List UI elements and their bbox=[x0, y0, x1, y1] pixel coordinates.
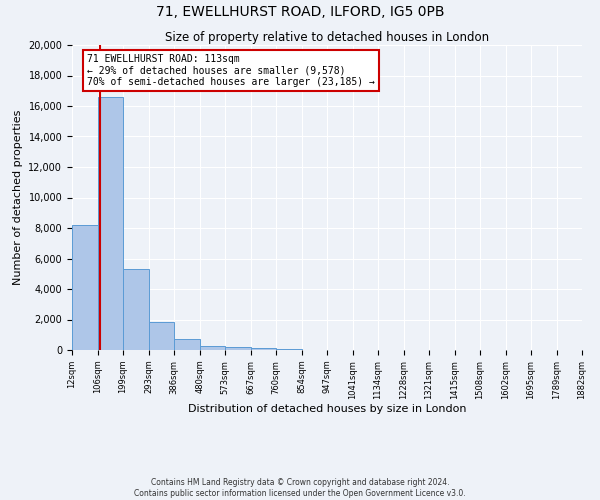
Text: 71 EWELLHURST ROAD: 113sqm
← 29% of detached houses are smaller (9,578)
70% of s: 71 EWELLHURST ROAD: 113sqm ← 29% of deta… bbox=[88, 54, 375, 88]
Text: 71, EWELLHURST ROAD, ILFORD, IG5 0PB: 71, EWELLHURST ROAD, ILFORD, IG5 0PB bbox=[156, 5, 444, 19]
Bar bbox=[276, 349, 302, 350]
Text: Contains HM Land Registry data © Crown copyright and database right 2024.
Contai: Contains HM Land Registry data © Crown c… bbox=[134, 478, 466, 498]
Bar bbox=[98, 97, 123, 350]
X-axis label: Distribution of detached houses by size in London: Distribution of detached houses by size … bbox=[188, 404, 466, 414]
Bar bbox=[174, 338, 200, 350]
Bar bbox=[72, 225, 98, 350]
Bar bbox=[225, 347, 251, 350]
Bar bbox=[251, 348, 276, 350]
Bar bbox=[200, 346, 225, 350]
Title: Size of property relative to detached houses in London: Size of property relative to detached ho… bbox=[165, 31, 489, 44]
Bar bbox=[149, 322, 174, 350]
Bar bbox=[123, 269, 149, 350]
Y-axis label: Number of detached properties: Number of detached properties bbox=[13, 110, 23, 285]
